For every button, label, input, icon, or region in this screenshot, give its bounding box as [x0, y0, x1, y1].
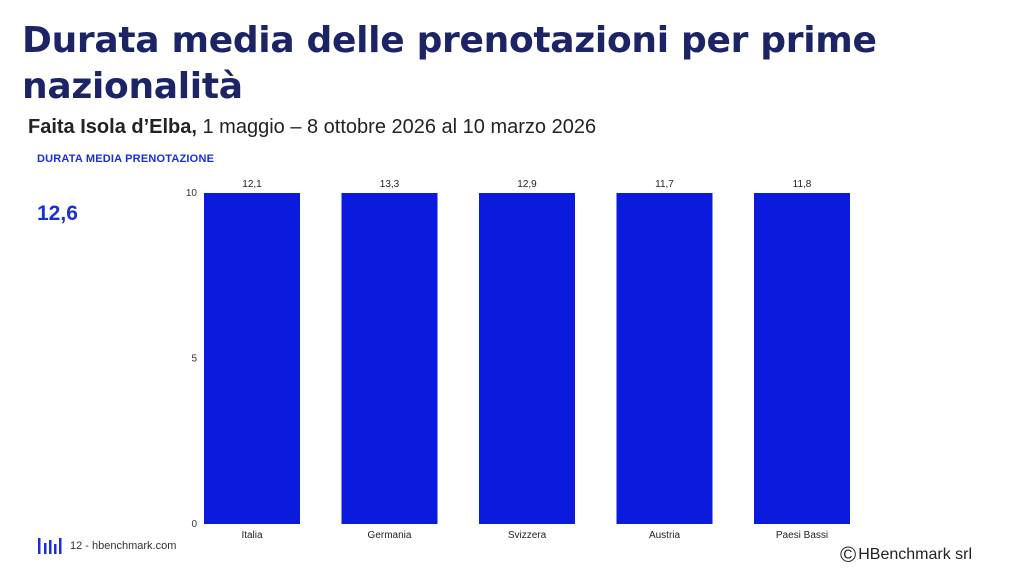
bar-value-label: 12,9 — [517, 179, 537, 190]
hbenchmark-logo-icon — [38, 538, 62, 554]
page-subtitle: Faita Isola d’Elba, 1 maggio – 8 ottobre… — [28, 116, 596, 139]
bar-svizzera — [479, 193, 575, 524]
y-tick-label: 5 — [191, 354, 197, 365]
x-tick-label: Italia — [241, 530, 263, 541]
kpi-value: 12,6 — [37, 202, 78, 225]
y-tick-label: 10 — [186, 188, 198, 199]
page-title: Durata media delle prenotazioni per prim… — [22, 20, 877, 107]
x-tick-label: Austria — [649, 530, 681, 541]
copyright-text: HBenchmark srl — [858, 546, 973, 563]
copyright: © HBenchmark srl — [840, 542, 973, 567]
bar-paesi-bassi — [754, 193, 850, 524]
bar-value-label: 11,8 — [793, 179, 812, 190]
subtitle-location: Faita Isola d’Elba, — [28, 116, 197, 138]
bar-value-label: 11,7 — [655, 179, 674, 190]
x-tick-label: Germania — [368, 530, 412, 541]
kpi-label: DURATA MEDIA PRENOTAZIONE — [37, 153, 215, 165]
x-tick-label: Paesi Bassi — [776, 530, 828, 541]
copyright-icon: © — [840, 542, 857, 567]
footer-page-text: 12 - hbenchmark.com — [70, 540, 177, 552]
bar-austria — [616, 193, 713, 524]
y-tick-label: 0 — [191, 519, 197, 530]
bar-germania — [341, 193, 438, 524]
bar-value-label: 13,3 — [380, 179, 400, 190]
x-tick-label: Svizzera — [508, 530, 547, 541]
bar-value-label: 12,1 — [242, 179, 262, 190]
bar-italia — [204, 193, 300, 524]
footer: 12 - hbenchmark.com — [38, 536, 176, 556]
subtitle-period: 1 maggio – 8 ottobre 2026 al 10 marzo 20… — [196, 116, 597, 138]
